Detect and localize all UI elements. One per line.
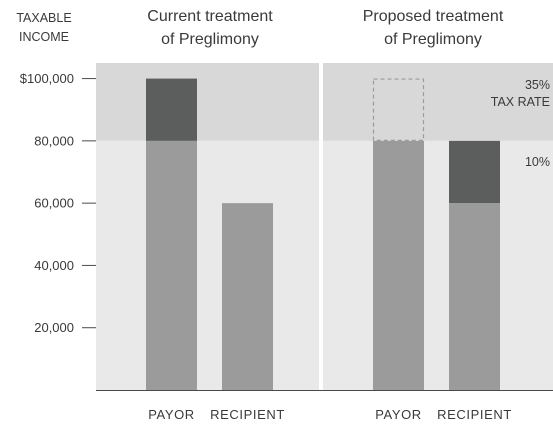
y-tick-label: 80,000 [34,133,74,148]
bar-p1-payor-seg-1 [146,140,197,390]
bar-p2-recipient-seg-2 [449,140,500,204]
y-tick-label: $100,000 [20,71,74,86]
band-lower-panel-1 [96,140,319,390]
panel-2-title-line2: of Preglimony [384,31,482,48]
bar-p2-payor-seg-1 [373,140,424,390]
plot-area: PAYOR RECIPIENT PAYOR RECIPIENT $100,000 80,0… [20,62,553,422]
x-tick-label: PAYOR [375,407,422,422]
bar-p1-recipient-seg-1 [222,203,273,390]
y-tick-label: 40,000 [34,258,74,273]
x-tick-label: RECIPIENT [437,407,512,422]
tax-rate-lower: 10% [525,155,550,169]
bar-p1-payor-seg-2 [146,78,197,141]
bar-p2-recipient-seg-1 [449,203,500,390]
bar-p2-payor-seg-2 [372,78,425,141]
panel-divider [319,62,323,391]
panel-1-title-line2: of Preglimony [161,31,259,48]
band-upper-panel-1 [96,63,319,141]
x-tick-label: RECIPIENT [210,407,285,422]
x-tick-label: PAYOR [148,407,195,422]
band-upper-panel-2 [323,63,553,141]
y-tick-label: 20,000 [34,320,74,335]
panel-1-title-line1: Current treatment [147,8,273,25]
y-axis-title-line2: INCOME [19,30,69,44]
y-axis-title-line1: TAXABLE [16,11,71,25]
tax-rate-upper: 35% [525,78,550,92]
panel-2-title-line1: Proposed treatment [363,8,504,25]
tax-rate-label: TAX RATE [491,95,550,109]
band-lower-panel-2 [323,140,553,390]
y-tick-label: 60,000 [34,196,74,211]
